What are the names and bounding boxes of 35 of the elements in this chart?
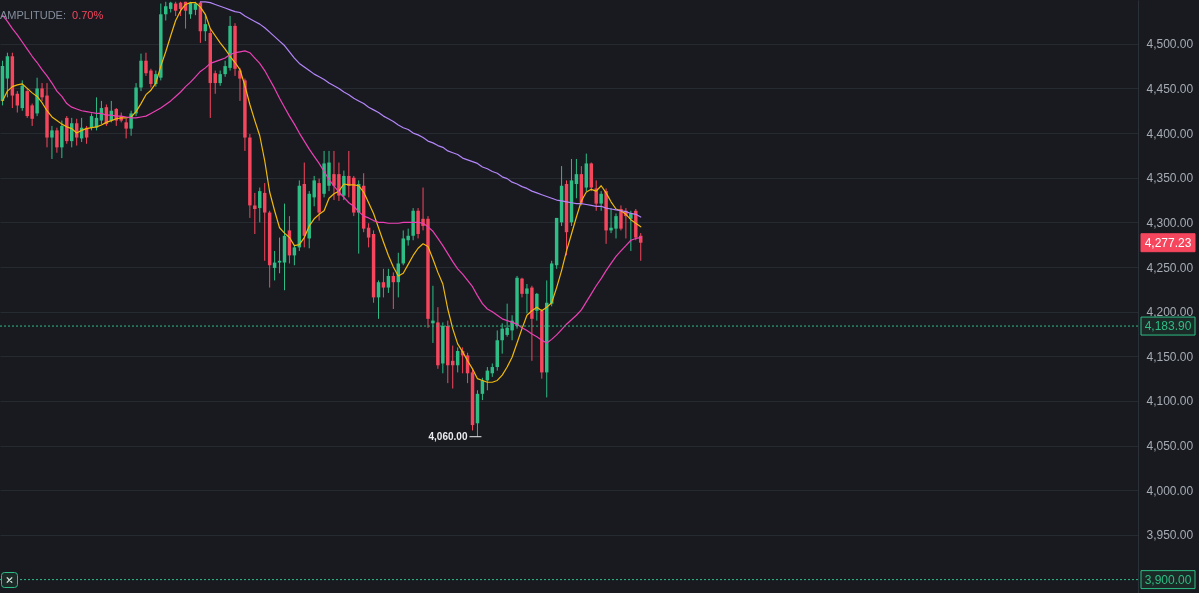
y-tick-label: 4,300.00 bbox=[1146, 215, 1194, 230]
candlestick bbox=[55, 127, 59, 154]
candlestick bbox=[129, 110, 133, 137]
y-tick-label: 4,450.00 bbox=[1146, 81, 1194, 96]
candlestick bbox=[599, 190, 603, 212]
ref-line-label: 4,183.90 bbox=[1144, 319, 1192, 334]
y-tick-label: 4,000.00 bbox=[1146, 483, 1194, 498]
y-tick-label: 4,200.00 bbox=[1146, 305, 1194, 320]
candlestick bbox=[525, 283, 529, 314]
y-tick-label: 4,150.00 bbox=[1146, 349, 1194, 364]
candlestick bbox=[594, 179, 598, 212]
candlestick bbox=[60, 120, 64, 159]
candlestick bbox=[253, 192, 257, 235]
text: 4,277.23 bbox=[1144, 235, 1192, 250]
y-tick-label: 4,100.00 bbox=[1146, 394, 1194, 409]
y-tick-label: 4,350.00 bbox=[1146, 171, 1194, 186]
candlestick bbox=[277, 237, 282, 274]
y-tick-label: 4,050.00 bbox=[1146, 439, 1194, 454]
candlestick bbox=[65, 115, 69, 145]
candlestick bbox=[342, 170, 346, 201]
y-tick-label: 4,250.00 bbox=[1146, 260, 1194, 275]
candlestick bbox=[124, 118, 128, 139]
y-tick-label: 4,400.00 bbox=[1146, 126, 1194, 141]
candlestick bbox=[520, 277, 524, 298]
candlestick bbox=[381, 268, 386, 298]
candlestick bbox=[535, 292, 539, 322]
annotation: AMPLITUDE: bbox=[0, 9, 67, 21]
candlestick bbox=[386, 268, 391, 294]
ref-line-label: 3,900.00 bbox=[1144, 572, 1192, 587]
annotation: 4,060.00 bbox=[428, 430, 468, 442]
candlestick bbox=[5, 52, 10, 98]
y-tick-label: 3,950.00 bbox=[1146, 528, 1194, 543]
annotation: 0.70% bbox=[72, 9, 104, 21]
y-tick-label: 4,500.00 bbox=[1146, 37, 1194, 52]
candlestick bbox=[50, 125, 54, 160]
